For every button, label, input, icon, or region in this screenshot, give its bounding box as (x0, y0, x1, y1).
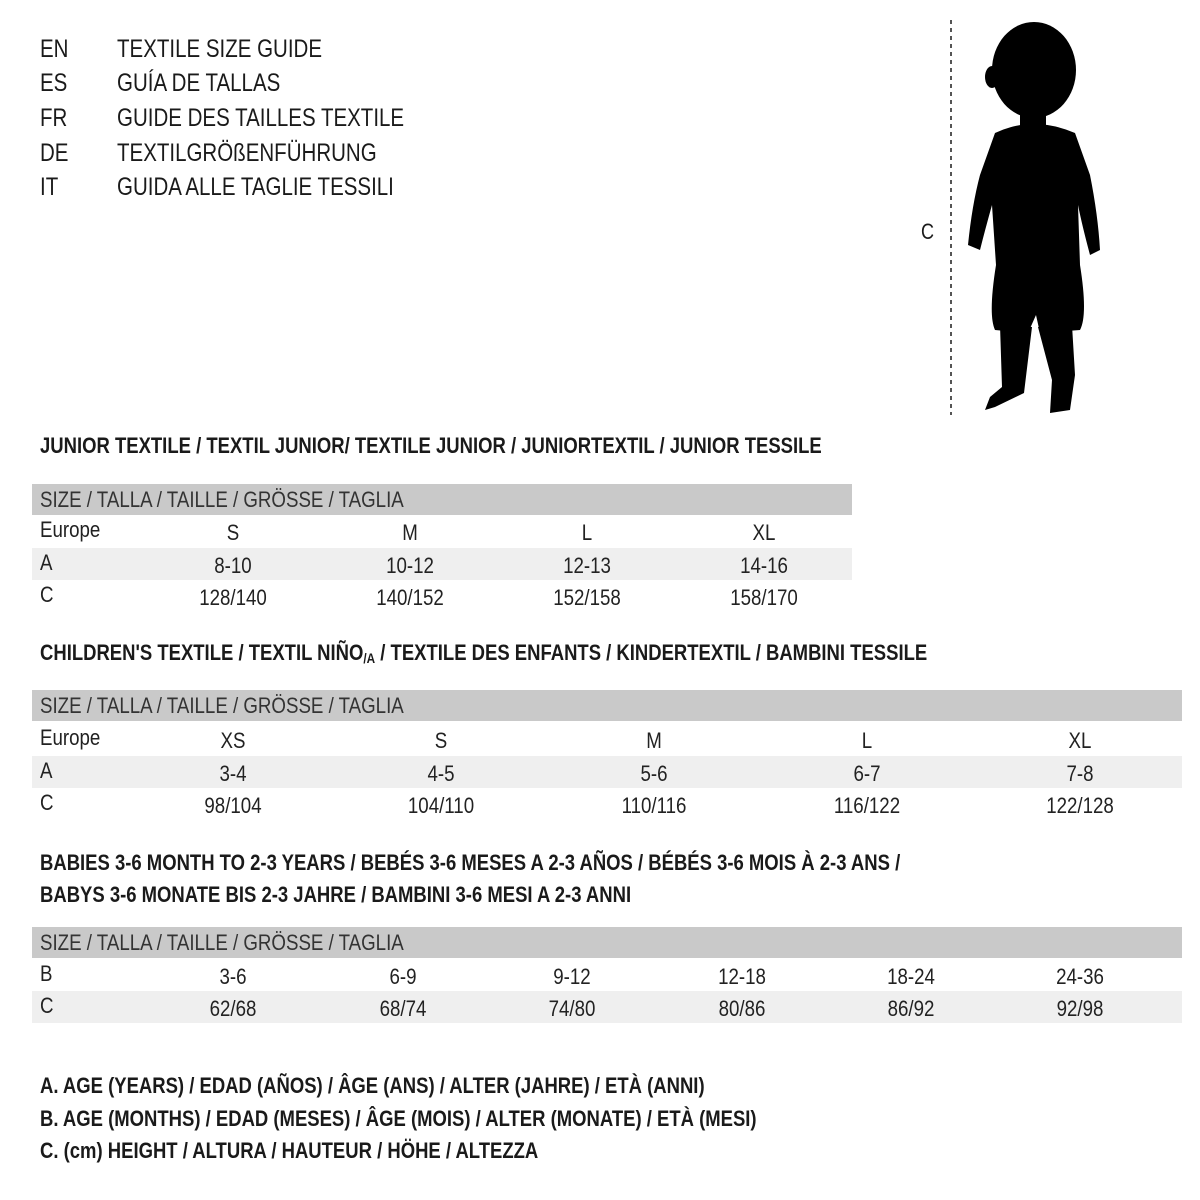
table-cell: 104/110 (407, 793, 475, 818)
lang-code: IT (40, 173, 59, 201)
guide-title: GUIDA ALLE TAGLIE TESSILI (117, 173, 394, 201)
table-cell: 86/92 (887, 996, 935, 1021)
row-label: C (40, 790, 54, 815)
section-heading: JUNIOR TEXTILE / TEXTIL JUNIOR/ TEXTILE … (40, 433, 822, 458)
table-cell: 98/104 (204, 793, 262, 818)
row-label: A (40, 550, 53, 575)
row-label: Europe (40, 517, 101, 542)
table-cell: 4-5 (427, 761, 455, 786)
size-header-band (32, 484, 852, 515)
table-row-shade (32, 991, 1182, 1023)
table-cell: 128/140 (199, 585, 267, 610)
table-cell: 7-8 (1066, 761, 1094, 786)
table-cell: 68/74 (379, 996, 427, 1021)
size-header-label: SIZE / TALLA / TAILLE / GRÖSSE / TAGLIA (40, 693, 404, 718)
table-cell: L (861, 728, 873, 753)
section-heading: BABYS 3-6 MONATE BIS 2-3 JAHRE / BAMBINI… (40, 882, 632, 907)
table-cell: 6-9 (389, 964, 417, 989)
height-measure-label: C (921, 219, 935, 244)
table-cell: L (581, 520, 593, 545)
table-cell: 14-16 (740, 553, 788, 578)
table-cell: S (434, 728, 448, 753)
lang-code: ES (40, 69, 68, 97)
table-cell: XL (752, 520, 776, 545)
row-label: Europe (40, 725, 101, 750)
table-cell: M (646, 728, 662, 753)
table-row-shade (32, 756, 1182, 788)
guide-title: GUÍA DE TALLAS (117, 69, 281, 97)
table-cell: 24-36 (1056, 964, 1104, 989)
table-cell: M (402, 520, 418, 545)
table-cell: 122/128 (1046, 793, 1114, 818)
table-cell: 152/158 (553, 585, 621, 610)
size-header-label: SIZE / TALLA / TAILLE / GRÖSSE / TAGLIA (40, 487, 404, 512)
legend-c: C. (cm) HEIGHT / ALTURA / HAUTEUR / HÖHE… (40, 1138, 539, 1163)
guide-title: TEXTILGRÖßENFÜHRUNG (117, 139, 377, 167)
row-label: A (40, 758, 53, 783)
table-cell: 110/116 (621, 793, 687, 818)
table-cell: 5-6 (640, 761, 668, 786)
heading-part: CHILDREN'S TEXTILE / TEXTIL NIÑO (40, 640, 364, 665)
table-cell: 6-7 (853, 761, 881, 786)
lang-code: FR (40, 104, 68, 132)
table-cell: 74/80 (548, 996, 596, 1021)
table-cell: 158/170 (730, 585, 798, 610)
table-cell: 92/98 (1056, 996, 1104, 1021)
row-label: C (40, 993, 54, 1018)
table-cell: 12-13 (563, 553, 611, 578)
section-heading: CHILDREN'S TEXTILE / TEXTIL NIÑO/A / TEX… (40, 638, 927, 673)
table-cell: 3-6 (219, 964, 247, 989)
lang-code: EN (40, 35, 69, 63)
size-header-label: SIZE / TALLA / TAILLE / GRÖSSE / TAGLIA (40, 930, 404, 955)
heading-subscript: /A (363, 650, 376, 666)
table-cell: 9-12 (553, 964, 591, 989)
child-silhouette-icon (950, 20, 1100, 415)
size-header-band (32, 690, 1182, 721)
table-cell: 80/86 (718, 996, 766, 1021)
table-cell: 18-24 (887, 964, 935, 989)
table-row-shade (32, 548, 852, 580)
table-cell: 8-10 (214, 553, 252, 578)
table-cell: 10-12 (386, 553, 434, 578)
legend-b: B. AGE (MONTHS) / EDAD (MESES) / ÂGE (MO… (40, 1106, 757, 1131)
heading-part: / TEXTILE DES ENFANTS / KINDERTEXTIL / B… (375, 640, 928, 665)
guide-title: TEXTILE SIZE GUIDE (117, 35, 323, 63)
table-cell: 62/68 (209, 996, 257, 1021)
table-cell: XS (220, 728, 246, 753)
guide-title: GUIDE DES TAILLES TEXTILE (117, 104, 405, 132)
table-cell: 12-18 (718, 964, 766, 989)
lang-code: DE (40, 139, 69, 167)
row-label: B (40, 961, 53, 986)
table-cell: S (226, 520, 240, 545)
legend-a: A. AGE (YEARS) / EDAD (AÑOS) / ÂGE (ANS)… (40, 1073, 705, 1098)
table-cell: XL (1068, 728, 1092, 753)
table-cell: 3-4 (219, 761, 247, 786)
table-cell: 116/122 (833, 793, 901, 818)
section-heading: BABIES 3-6 MONTH TO 2-3 YEARS / BEBÉS 3-… (40, 850, 901, 875)
row-label: C (40, 582, 54, 607)
table-cell: 140/152 (376, 585, 444, 610)
size-header-band (32, 927, 1182, 958)
